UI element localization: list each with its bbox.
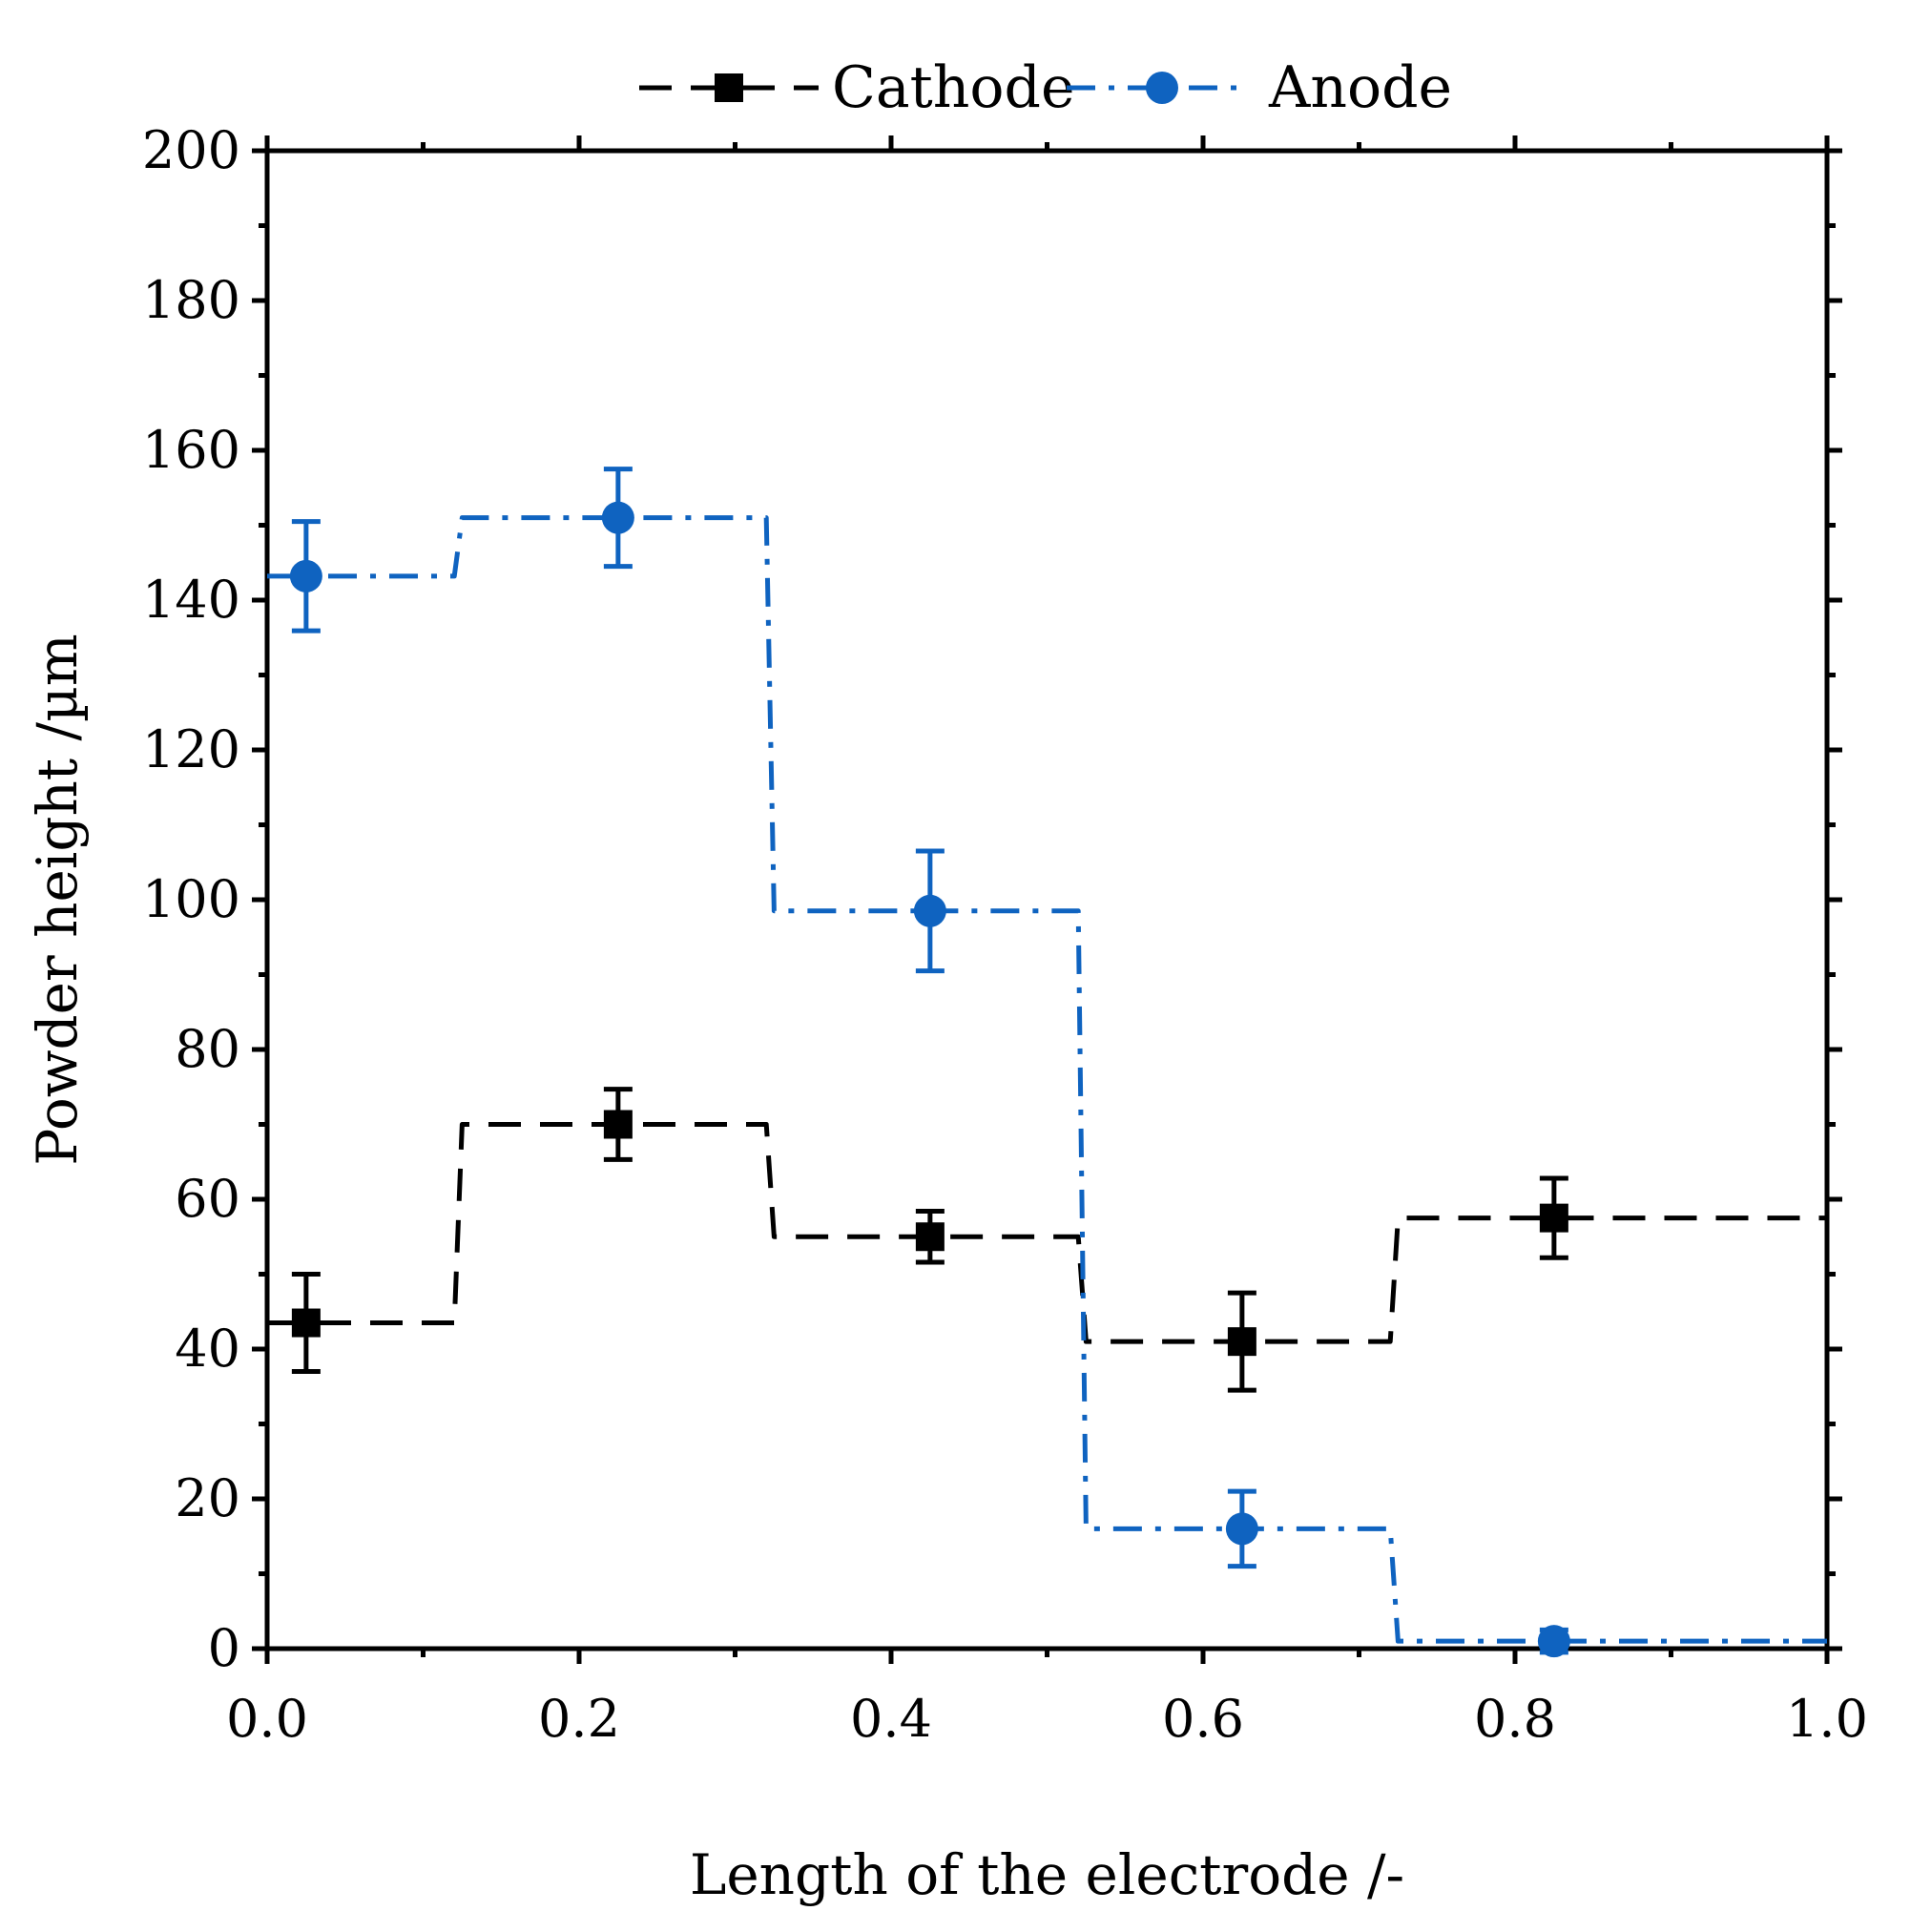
legend-label: Cathode — [832, 54, 1074, 121]
x-tick-label: 0.8 — [1474, 1689, 1556, 1749]
y-tick-label: 20 — [175, 1468, 240, 1528]
data-point — [915, 1222, 945, 1252]
y-tick-label: 120 — [142, 719, 240, 779]
y-tick-label: 60 — [175, 1169, 240, 1229]
x-tick-label: 0.0 — [226, 1689, 308, 1749]
legend-item-anode: Anode — [1067, 54, 1452, 121]
data-point — [913, 894, 946, 927]
data-point — [1225, 1512, 1258, 1546]
data-point — [603, 1110, 633, 1139]
series-anode — [267, 467, 1827, 1658]
x-tick-label: 1.0 — [1786, 1689, 1868, 1749]
y-tick-label: 200 — [142, 120, 240, 180]
legend-marker — [1146, 72, 1178, 104]
data-point — [1537, 1625, 1570, 1658]
data-point — [291, 1308, 321, 1338]
x-axis-title: Length of the electrode /- — [690, 1842, 1404, 1907]
data-point — [1539, 1203, 1568, 1233]
x-tick-label: 0.2 — [538, 1689, 620, 1749]
y-tick-label: 180 — [142, 270, 240, 330]
x-tick-label: 0.6 — [1162, 1689, 1244, 1749]
y-tick-label: 0 — [208, 1618, 240, 1678]
series-layer — [267, 467, 1827, 1658]
legend-item-cathode: Cathode — [639, 54, 1074, 121]
plot-frame — [264, 148, 1830, 1652]
series-line-cathode — [267, 1122, 1827, 1344]
y-tick-label: 80 — [175, 1019, 240, 1079]
legend: Cathode Anode — [639, 54, 1452, 121]
data-point — [1227, 1327, 1256, 1357]
x-tick-label: 0.4 — [850, 1689, 932, 1749]
plot-border — [264, 148, 1830, 1652]
y-tick-label: 40 — [175, 1319, 240, 1379]
data-point — [289, 559, 322, 592]
y-axis-title: Powder height /µm — [25, 634, 90, 1166]
series-line-anode — [267, 515, 1827, 1644]
y-tick-label: 100 — [142, 869, 240, 929]
legend-label: Anode — [1268, 54, 1452, 121]
y-tick-label: 160 — [142, 420, 240, 480]
series-cathode — [267, 1087, 1827, 1393]
data-point — [601, 501, 634, 534]
y-tick-label: 140 — [142, 570, 240, 630]
legend-marker — [715, 73, 743, 102]
axis-ticks: 0.0 0.2 0.4 0.6 0.8 1.0 0 20 40 60 80 100 120 140 160 1… — [142, 120, 1868, 1749]
